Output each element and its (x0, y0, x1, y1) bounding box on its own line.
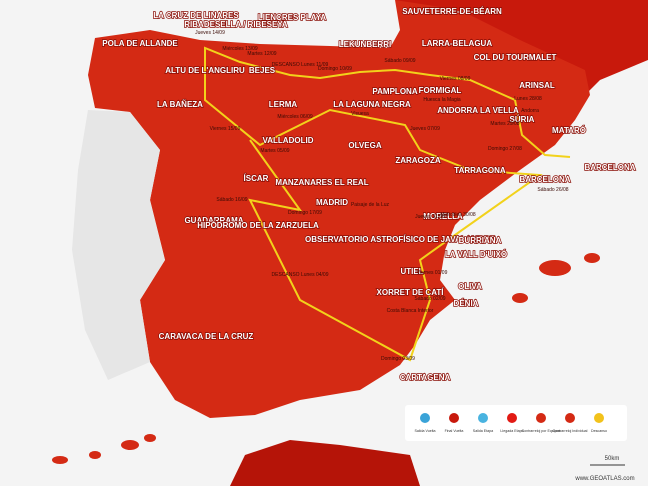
place-label: SÚRIA (510, 115, 535, 124)
place-label: ZARAGOZA (395, 156, 441, 165)
place-label: MORELLA (423, 212, 463, 221)
place-label: VALLADOLID (263, 136, 314, 145)
stage-date: Sábado 16/09 (216, 197, 247, 203)
stage-date: Jueves 14/09 (195, 30, 225, 36)
place-label: LIENCRES PLAYA (258, 13, 327, 22)
legend-box (405, 405, 627, 441)
place-label: FORMIGAL (419, 86, 462, 95)
stage-date: Domingo 27/08 (488, 146, 522, 152)
place-label: TARRAGONA (454, 166, 506, 175)
legend-icon (507, 413, 517, 423)
place-label: COL DU TOURMALET (474, 53, 557, 62)
stage-date: Miércoles 13/09 (222, 46, 258, 52)
island (584, 253, 600, 263)
legend-icon (420, 413, 430, 423)
place-label: LA VALL D'UIXÓ (445, 250, 507, 259)
stage-date: Domingo 17/09 (288, 210, 322, 216)
place-label: UTIEL (400, 267, 423, 276)
stage-date: Viernes 08/09 (440, 76, 471, 82)
legend-icon (449, 413, 459, 423)
island (144, 434, 156, 442)
place-note: Paisaje de la Luz (351, 202, 390, 208)
place-label: PAMPLONA (372, 87, 417, 96)
stage-date: Viernes 15/09 (210, 126, 241, 132)
place-note: Visuesa (351, 111, 369, 117)
legend-label: Contrarreloj Individual (553, 429, 588, 433)
route (204, 46, 571, 362)
legend-label: Llegada Etapa (500, 429, 523, 433)
place-label: LA BAÑEZA (157, 100, 203, 109)
place-label: ALTU DE L'ANGLIRU (165, 66, 245, 75)
place-note: Andorra (521, 108, 539, 114)
place-label: ÍSCAR (244, 174, 269, 183)
stage-date: Viernes 01/09 (417, 270, 448, 276)
stage-date: Jueves 07/09 (410, 126, 440, 132)
stage-date: Sábado 26/08 (537, 187, 568, 193)
credit: www.GEOATLAS.com (574, 476, 634, 482)
place-label: ANDORRA LA VELLA (437, 106, 519, 115)
island (52, 456, 68, 464)
legend-label: Final Vuelta (445, 429, 464, 433)
stage-date: DESCANSO Lunes 04/09 (272, 272, 329, 278)
stage-date: Lunes 28/08 (514, 96, 542, 102)
place-label: MATARÓ (552, 126, 586, 135)
stage-date: Sábado 09/09 (384, 58, 415, 64)
place-label: DÉNIA (454, 299, 479, 308)
scale-label: 50km (605, 456, 620, 462)
legend-label: Salida Etapa (473, 429, 493, 433)
stage-date: Martes 29/08 (490, 121, 519, 127)
legend-label: Descanso (591, 429, 607, 433)
legend-icon (565, 413, 575, 423)
legend-label: Salida Vuelta (414, 429, 435, 433)
place-label: LA LAGUNA NEGRA (333, 100, 411, 109)
place-label: MANZANARES EL REAL (275, 178, 368, 187)
place-label: ARINSAL (519, 81, 555, 90)
place-label: MADRID (316, 198, 348, 207)
stage-date: Domingo 10/09 (318, 66, 352, 72)
stage-date: Miércoles 30/08 (440, 212, 476, 218)
stage-date: Miércoles 06/09 (277, 114, 313, 120)
place-label: BURRIANA (459, 236, 502, 245)
place-label: LEKUNBERRI (339, 40, 391, 49)
island (89, 451, 101, 459)
place-label: OBSERVATORIO ASTROFÍSICO DE JAVALAMBRE (305, 235, 496, 244)
portugal (72, 110, 165, 380)
place-label: OLVEGA (348, 141, 381, 150)
legend-icon (478, 413, 488, 423)
place-label: XORRET DE CATÍ (377, 288, 445, 297)
north-africa (230, 440, 420, 486)
place-label: LARRA-BELAGUA (422, 39, 492, 48)
stage-date: Sábado 02/09 (414, 296, 445, 302)
stage-date: Martes 12/09 (247, 51, 276, 57)
island (539, 260, 571, 276)
place-label: CARAVACA DE LA CRUZ (159, 332, 254, 341)
place-note: Costa Blanca Interior (387, 308, 434, 314)
place-note: Huesca la Magia (423, 97, 460, 103)
place-label: BEJES (249, 66, 276, 75)
island (512, 293, 528, 303)
place-label: GUADARRAMA (184, 216, 243, 225)
place-label: HIPÓDROMO DE LA ZARZUELA (197, 221, 319, 230)
spain (88, 0, 590, 418)
stage-date: DESCANSO Lunes 11/09 (272, 62, 329, 68)
stage-date: Martes 05/09 (260, 148, 289, 154)
place-label: RIBADESELLA / RIBESEYA (184, 20, 288, 29)
legend-icon (536, 413, 546, 423)
legend-icon (594, 413, 604, 423)
place-label: LA CRUZ DE LINARES (153, 11, 239, 20)
place-label: BARCELONA (584, 163, 635, 172)
stage-date: Domingo 03/09 (381, 356, 415, 362)
place-label: BARCELONA (519, 175, 570, 184)
place-label: LERMA (269, 100, 298, 109)
place-label: CARTAGENA (400, 373, 451, 382)
place-label: OLIVA (458, 282, 482, 291)
legend-label: Contrarreloj por Equipos (522, 429, 561, 433)
place-label: SAUVETERRE-DE-BÉARN (402, 7, 502, 16)
place-label: POLA DE ALLANDE (102, 39, 178, 48)
island (121, 440, 139, 450)
stage-date: Jueves 31/08 (415, 214, 445, 220)
